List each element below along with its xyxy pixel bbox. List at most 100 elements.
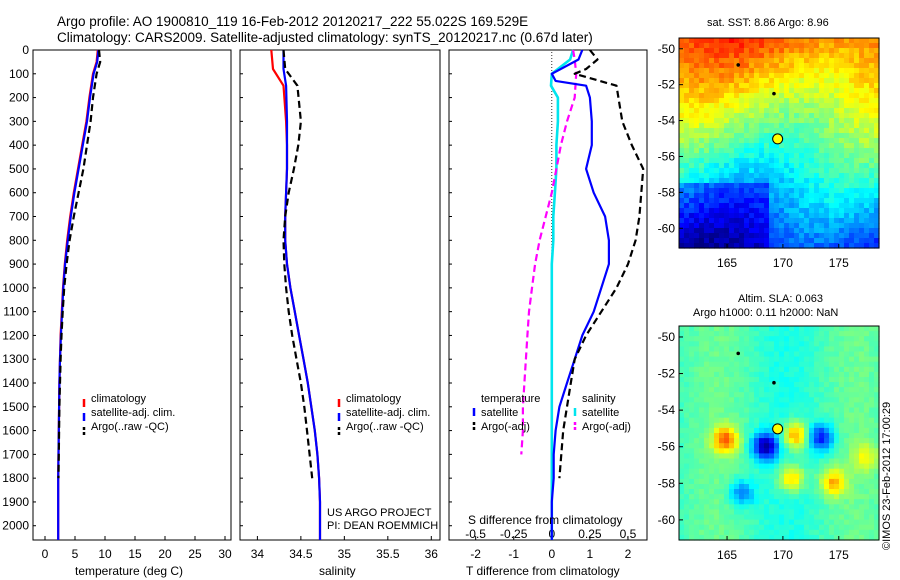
sla-cell (704, 366, 710, 373)
sla-cell (764, 417, 770, 424)
sla-cell (689, 534, 695, 541)
sst-cell (769, 68, 775, 74)
sst-cell (769, 83, 775, 89)
sla-cell (769, 412, 775, 419)
sla-map-image (679, 326, 880, 541)
sla-cell (864, 361, 870, 368)
sst-cell (804, 173, 810, 179)
sst-cell (709, 188, 715, 194)
sst-cell (699, 48, 705, 54)
sst-cell (779, 68, 785, 74)
sla-cell (804, 346, 810, 353)
sla-cell (859, 438, 865, 444)
sst-cell (684, 98, 690, 104)
sla-cell (849, 499, 855, 505)
sla-cell (764, 422, 770, 429)
sst-cell (739, 98, 745, 104)
sla-cell (719, 509, 725, 516)
sla-cell (754, 417, 760, 424)
sst-cell (749, 218, 755, 224)
sst-cell (779, 198, 785, 204)
sla-cell (814, 326, 820, 332)
sst-cell (749, 228, 755, 234)
sst-cell (714, 228, 720, 234)
sst-cell (864, 78, 870, 84)
sst-cell (719, 63, 725, 69)
sla-cell (874, 417, 880, 424)
sla-cell (794, 392, 800, 398)
sst-cell (729, 223, 735, 229)
sla-cell (679, 499, 685, 505)
sla-cell (704, 422, 710, 429)
sla-cell (744, 448, 750, 454)
sst-cell (719, 43, 725, 49)
sst-cell (804, 238, 810, 244)
sst-cell (779, 38, 785, 44)
sst-cell (759, 173, 765, 179)
sla-cell (739, 448, 745, 454)
sst-cell (769, 48, 775, 54)
sla-cell (769, 509, 775, 516)
sla-cell (794, 499, 800, 505)
sst-cell (829, 198, 835, 204)
sst-cell (704, 98, 710, 104)
sla-cell (839, 484, 845, 490)
sst-cell (719, 218, 725, 224)
sla-cell (714, 366, 720, 373)
sla-cell (774, 478, 780, 485)
sla-cell (694, 382, 700, 388)
sla-cell (689, 529, 695, 536)
sla-cell (689, 336, 695, 342)
sst-cell (804, 103, 810, 109)
sla-cell (729, 341, 735, 347)
sla-cell (784, 351, 790, 358)
sla-cell (719, 427, 725, 434)
sla-cell (709, 529, 715, 536)
sla-cell (759, 484, 765, 490)
sst-cell (834, 108, 840, 114)
sla-cell (724, 387, 730, 393)
sla-cell (699, 341, 705, 347)
depth-tick-label: 1600 (2, 424, 29, 438)
sst-cell (679, 123, 685, 129)
sla-cell (874, 433, 880, 439)
sst-cell (734, 53, 740, 59)
sst-cell (714, 183, 720, 189)
sst-cell (799, 58, 805, 64)
sst-cell (769, 148, 775, 154)
sst-cell (764, 73, 770, 79)
sst-cell (689, 53, 695, 59)
sla-cell (689, 524, 695, 531)
sla-cell (834, 346, 840, 353)
sst-cell (789, 203, 795, 209)
sla-cell (719, 331, 725, 337)
sla-cell (769, 397, 775, 403)
sla-cell (864, 494, 870, 500)
lat-tick-label: -52 (658, 367, 676, 381)
sla-cell (774, 458, 780, 465)
sst-cell (849, 218, 855, 224)
sla-cell (859, 433, 865, 439)
sst-cell (729, 198, 735, 204)
sst-cell (804, 183, 810, 189)
sla-cell (764, 377, 770, 383)
sla-cell (749, 417, 755, 424)
sst-cell (839, 188, 845, 194)
sst-cell (774, 163, 780, 169)
sla-cell (774, 412, 780, 419)
sla-cell (869, 478, 875, 485)
sst-cell (764, 78, 770, 84)
sst-cell (754, 108, 760, 114)
sst-cell (754, 138, 760, 144)
sla-cell (744, 392, 750, 398)
sla-cell (779, 484, 785, 490)
sst-cell (834, 103, 840, 109)
sst-cell (874, 103, 880, 109)
sst-cell (824, 63, 830, 69)
sla-cell (694, 453, 700, 460)
sst-cell (779, 188, 785, 194)
sla-cell (869, 458, 875, 465)
sla-cell (734, 514, 740, 521)
sla-cell (849, 509, 855, 516)
sst-cell (754, 103, 760, 109)
